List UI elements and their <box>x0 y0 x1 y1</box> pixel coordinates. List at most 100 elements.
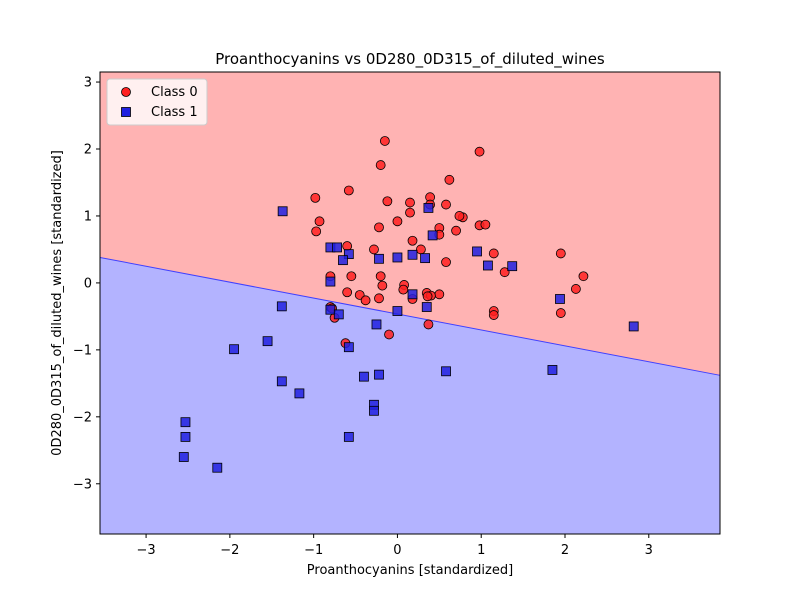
point-class-1 <box>407 289 418 300</box>
boundary-line <box>99 256 721 376</box>
point-class-1 <box>369 405 379 416</box>
point-class-1 <box>325 304 336 315</box>
point-class-1 <box>472 246 482 257</box>
point-class-1 <box>294 388 305 399</box>
class-0-region <box>100 72 720 376</box>
legend-marker-class-1 <box>121 107 131 117</box>
x-axis-ticks: −3 −2 −1 0 1 2 3 <box>136 534 653 558</box>
legend-box <box>106 78 208 126</box>
point-class-1 <box>555 294 565 304</box>
point-class-0 <box>488 310 499 320</box>
point-class-1 <box>212 462 223 473</box>
point-class-0 <box>434 289 445 300</box>
point-class-0 <box>405 207 415 218</box>
data-points <box>178 136 639 473</box>
point-class-1 <box>427 230 438 241</box>
point-class-0 <box>415 244 426 255</box>
point-class-1 <box>628 321 639 332</box>
point-class-0 <box>375 160 386 170</box>
x-tick-label: 3 <box>645 543 653 558</box>
point-class-1 <box>371 319 382 330</box>
legend: Class 0 Class 1 <box>106 78 208 126</box>
x-tick-label: −1 <box>304 543 323 558</box>
point-class-1 <box>423 203 434 213</box>
x-tick-label: 0 <box>393 543 401 558</box>
point-class-0 <box>360 295 371 306</box>
point-class-1 <box>332 242 343 253</box>
point-class-0 <box>578 271 589 282</box>
point-class-1 <box>262 336 273 347</box>
point-class-1 <box>507 261 518 272</box>
point-class-0 <box>374 222 384 233</box>
decision-regions <box>100 72 720 534</box>
point-class-1 <box>343 432 354 442</box>
point-class-0 <box>379 136 390 146</box>
point-class-1 <box>547 365 558 375</box>
point-class-1 <box>277 206 288 217</box>
point-class-0 <box>555 248 566 259</box>
point-class-0 <box>384 329 394 340</box>
point-class-0 <box>374 293 384 304</box>
y-tick-label: −3 <box>73 477 92 492</box>
point-class-0 <box>423 319 434 330</box>
plot-frame <box>99 71 721 535</box>
point-class-1 <box>229 344 239 355</box>
y-tick-label: 2 <box>84 143 92 158</box>
point-class-1 <box>276 376 287 387</box>
x-tick-label: 2 <box>561 543 569 558</box>
chart-title: Proanthocyanins vs 0D280_0D315_of_dilute… <box>215 50 605 69</box>
point-class-1 <box>392 306 403 316</box>
point-class-1 <box>276 301 287 312</box>
point-class-0 <box>382 196 393 207</box>
point-class-1 <box>180 417 191 428</box>
point-class-1 <box>441 366 451 377</box>
point-class-0 <box>369 244 379 255</box>
legend-marker-class-0 <box>121 87 131 97</box>
decision-boundary <box>99 256 721 376</box>
point-class-0 <box>488 248 499 259</box>
point-class-1 <box>343 249 354 260</box>
point-class-0 <box>555 308 566 318</box>
x-tick-label: 1 <box>477 543 485 558</box>
point-class-1 <box>338 255 348 266</box>
point-class-0 <box>441 199 451 210</box>
point-class-0 <box>343 185 354 196</box>
point-class-1 <box>180 432 191 442</box>
x-tick-label: −2 <box>220 543 239 558</box>
point-class-0 <box>311 226 322 237</box>
y-tick-label: 3 <box>84 76 92 91</box>
y-tick-label: −1 <box>73 343 92 358</box>
point-class-1 <box>178 452 189 462</box>
point-class-1 <box>407 249 418 260</box>
point-class-0 <box>499 267 510 278</box>
point-class-1 <box>359 371 369 382</box>
point-class-1 <box>333 309 344 320</box>
point-class-0 <box>441 257 451 268</box>
legend-label-class-1: Class 1 <box>151 105 198 120</box>
point-class-0 <box>392 216 403 227</box>
x-axis-label: Proanthocyanins [standardized] <box>307 563 513 578</box>
y-axis-label: 0D280_0D315_of_diluted_wines [standardiz… <box>50 150 65 456</box>
legend-label-class-0: Class 0 <box>151 85 198 100</box>
point-class-0 <box>310 192 321 203</box>
point-class-1 <box>420 253 430 264</box>
point-class-0 <box>451 225 461 236</box>
point-class-0 <box>474 146 485 157</box>
point-class-0 <box>346 271 357 282</box>
y-tick-label: 0 <box>84 276 92 291</box>
point-class-1 <box>343 342 354 353</box>
point-class-1 <box>325 276 336 287</box>
y-tick-label: −2 <box>73 410 92 425</box>
point-class-0 <box>444 174 455 185</box>
point-class-0 <box>377 280 388 291</box>
point-class-0 <box>480 219 491 230</box>
point-class-1 <box>392 252 403 263</box>
point-class-0 <box>314 216 325 227</box>
point-class-1 <box>374 253 384 264</box>
point-class-0 <box>407 235 418 246</box>
point-class-0 <box>405 197 415 208</box>
point-class-0 <box>375 271 386 282</box>
point-class-1 <box>421 302 432 312</box>
point-class-0 <box>398 284 409 295</box>
